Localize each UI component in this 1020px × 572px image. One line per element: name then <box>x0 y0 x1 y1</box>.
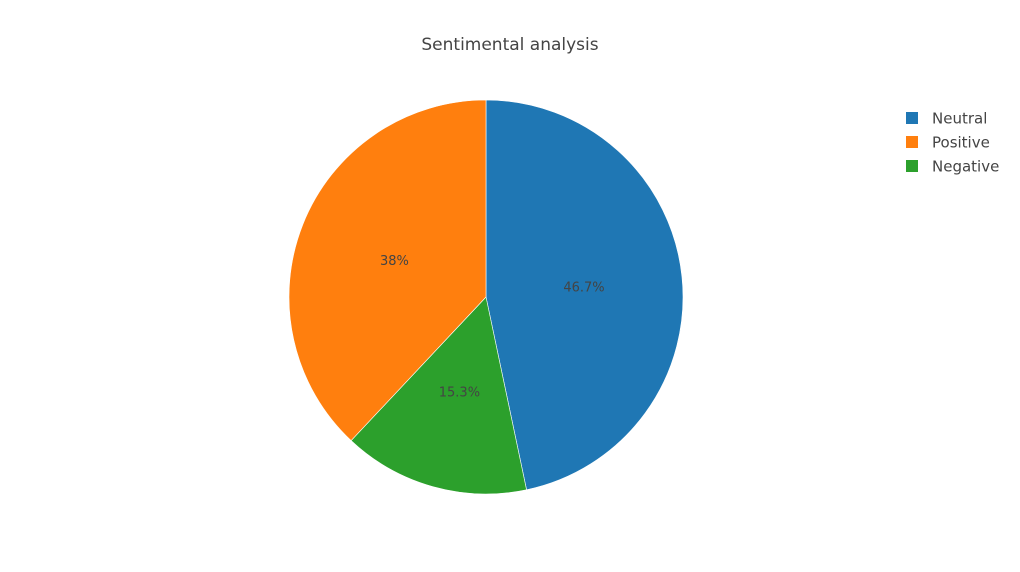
legend-label-negative: Negative <box>932 158 999 176</box>
legend: Neutral Positive Negative <box>906 110 999 176</box>
legend-swatch-negative <box>906 160 918 172</box>
legend-label-neutral: Neutral <box>932 110 987 128</box>
pie-slice-labels: 46.7% 15.3% 38% <box>380 254 605 400</box>
pie-slice-neutral <box>485 99 684 491</box>
chart-title: Sentimental analysis <box>421 35 598 55</box>
pie-slice-positive <box>288 99 487 442</box>
legend-item-positive[interactable]: Positive <box>906 134 990 152</box>
pie-slice-negative <box>350 296 527 495</box>
slice-label-negative: 15.3% <box>439 385 480 400</box>
slice-label-neutral: 46.7% <box>563 280 604 295</box>
legend-item-neutral[interactable]: Neutral <box>906 110 987 128</box>
pie-slices <box>288 99 684 495</box>
legend-swatch-neutral <box>906 112 918 124</box>
slice-label-positive: 38% <box>380 254 409 269</box>
legend-swatch-positive <box>906 136 918 148</box>
legend-label-positive: Positive <box>932 134 990 152</box>
legend-item-negative[interactable]: Negative <box>906 158 999 176</box>
